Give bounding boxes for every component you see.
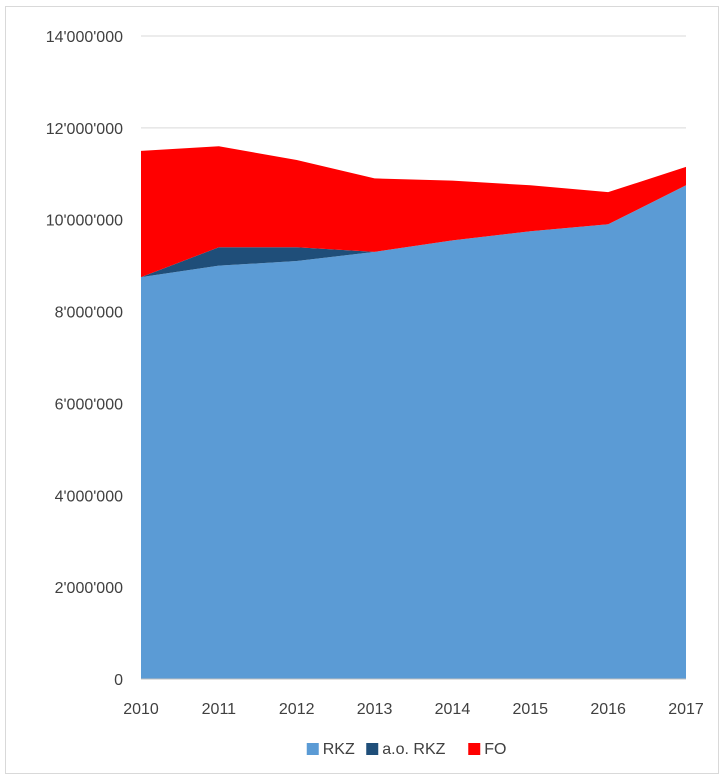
legend-swatch (306, 743, 319, 755)
y-tick-label: 4'000'000 (55, 488, 124, 505)
area-a-o-rkz (141, 185, 686, 278)
legend-swatch (468, 743, 481, 755)
legend-swatch (366, 743, 379, 755)
x-tick-label: 2015 (512, 701, 548, 718)
y-tick-label: 14'000'000 (46, 29, 123, 46)
y-tick-label: 6'000'000 (55, 396, 124, 413)
x-tick-label: 2010 (123, 701, 159, 718)
y-tick-label: 10'000'000 (46, 213, 123, 230)
area-rkz (141, 185, 686, 679)
x-axis: 2010 2011 2012 2013 2014 2015 2016 2017 (123, 678, 704, 718)
x-tick-label: 2011 (202, 701, 237, 718)
area-series (141, 146, 686, 679)
legend-label: FO (484, 741, 506, 758)
y-tick-label: 2'000'000 (55, 580, 124, 597)
legend-label: a.o. RKZ (382, 741, 445, 758)
y-tick-label: 12'000'000 (46, 121, 123, 138)
x-tick-label: 2014 (435, 701, 471, 718)
x-tick-label: 2013 (357, 701, 393, 718)
y-axis: 0 2'000'000 4'000'000 6'000'000 8'000'000 10'… (46, 29, 123, 689)
legend: RKZ a.o. RKZ FO (306, 741, 506, 758)
area-fo (141, 146, 686, 278)
x-tick-label: 2017 (668, 701, 704, 718)
y-tick-label: 8'000'000 (55, 305, 124, 322)
legend-label: RKZ (323, 741, 355, 758)
x-tick-label: 2016 (590, 701, 626, 718)
x-tick-label: 2012 (279, 701, 315, 718)
y-tick-label: 0 (114, 672, 123, 689)
